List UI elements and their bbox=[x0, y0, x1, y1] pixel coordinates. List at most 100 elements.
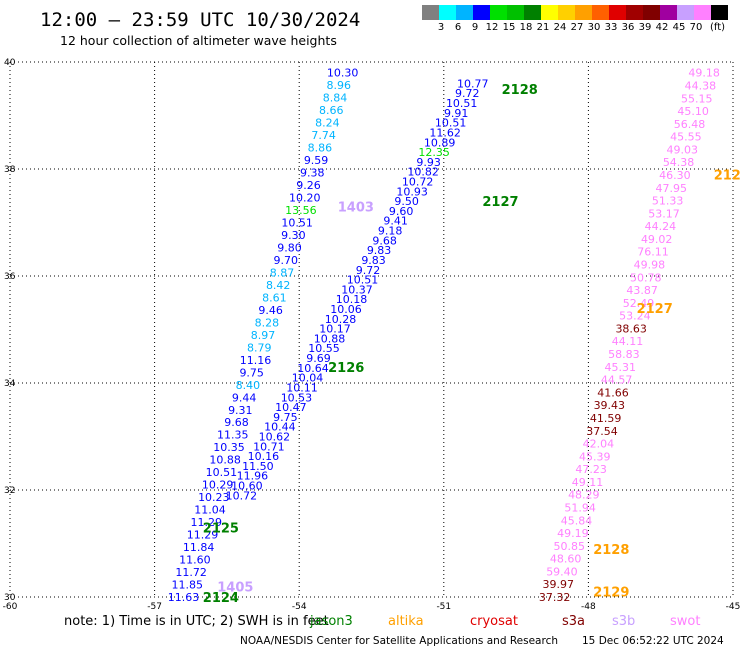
wave-height-point: 51.33 bbox=[652, 195, 684, 208]
wave-height-point: 10.88 bbox=[209, 454, 241, 467]
legend-label: 12 bbox=[486, 22, 499, 33]
legend-swatch bbox=[677, 5, 694, 20]
legend-label: 6 bbox=[455, 22, 461, 33]
wave-height-point: 10.17 bbox=[319, 323, 351, 336]
wave-height-point: 46.30 bbox=[659, 169, 691, 182]
wave-height-point: 11.96 bbox=[237, 470, 269, 483]
legend-label: 9 bbox=[472, 22, 478, 33]
legend-swatch bbox=[524, 5, 541, 20]
wave-height-point: 10.64 bbox=[297, 362, 329, 375]
track-label: 2126 bbox=[328, 361, 364, 376]
legend-swatch bbox=[456, 5, 473, 20]
x-tick-label: -45 bbox=[726, 602, 740, 612]
wave-height-point: 37.32 bbox=[539, 591, 571, 604]
legend-swatch bbox=[575, 5, 592, 20]
wave-height-point: 10.51 bbox=[347, 274, 379, 287]
satellite-label: s3b bbox=[612, 614, 635, 629]
wave-height-point: 49.11 bbox=[572, 476, 604, 489]
legend-swatch bbox=[541, 5, 558, 20]
satellite-label: swot bbox=[670, 614, 700, 629]
wave-height-point: 48.29 bbox=[568, 489, 600, 502]
satellite-label: cryosat bbox=[470, 614, 518, 629]
y-tick-label: 38 bbox=[4, 165, 16, 175]
wave-height-point: 11.63 bbox=[168, 591, 200, 604]
wave-height-point: 42.04 bbox=[583, 438, 615, 451]
wave-height-point: 9.44 bbox=[232, 391, 257, 404]
wave-height-point: 43.87 bbox=[626, 284, 658, 297]
wave-height-point: 9.38 bbox=[300, 167, 325, 180]
wave-height-point: 9.69 bbox=[306, 352, 331, 365]
wave-height-point: 10.60 bbox=[231, 480, 263, 493]
satellite-label: altika bbox=[388, 614, 424, 629]
wave-height-point: 10.71 bbox=[253, 440, 285, 453]
legend-swatch bbox=[626, 5, 643, 20]
wave-height-point: 8.24 bbox=[315, 117, 340, 130]
wave-height-point: 9.68 bbox=[372, 234, 397, 247]
wave-height-point: 10.82 bbox=[407, 166, 439, 179]
wave-height-point: 53.24 bbox=[619, 310, 651, 323]
y-tick-label: 30 bbox=[4, 593, 16, 603]
wave-height-point: 50.78 bbox=[630, 271, 662, 284]
track-label: 2128 bbox=[593, 543, 629, 558]
wave-height-point: 45.31 bbox=[605, 361, 637, 374]
x-tick-label: -48 bbox=[581, 602, 596, 612]
wave-height-point: 11.62 bbox=[429, 126, 461, 139]
track-label: 2127 bbox=[482, 195, 518, 210]
wave-height-point: 55.15 bbox=[681, 92, 713, 105]
wave-height-point: 49.02 bbox=[641, 233, 673, 246]
wave-height-point: 76.11 bbox=[637, 246, 669, 259]
y-tick-label: 34 bbox=[4, 379, 16, 389]
wave-height-point: 8.66 bbox=[319, 104, 344, 117]
wave-height-point: 9.18 bbox=[378, 225, 403, 238]
wave-height-point: 52.49 bbox=[623, 297, 655, 310]
wave-height-point: 37.54 bbox=[586, 425, 618, 438]
wave-height-point: 39.97 bbox=[543, 578, 575, 591]
legend-swatch bbox=[422, 5, 439, 20]
track-label: 2128 bbox=[502, 83, 538, 98]
chart-subtitle: 12 hour collection of altimeter wave hei… bbox=[60, 33, 337, 48]
wave-height-point: 45.84 bbox=[561, 514, 593, 527]
satellite-label: s3a bbox=[562, 614, 585, 629]
wave-height-point: 11.16 bbox=[240, 354, 272, 367]
wave-height-point: 9.83 bbox=[361, 254, 386, 267]
track-label: 1405 bbox=[217, 580, 253, 595]
wave-height-point: 9.70 bbox=[274, 254, 299, 267]
wave-height-point: 11.84 bbox=[183, 541, 215, 554]
wave-height-point: 54.38 bbox=[663, 156, 695, 169]
wave-height-point: 48.60 bbox=[550, 553, 582, 566]
wave-height-point: 11.35 bbox=[217, 429, 249, 442]
wave-height-point: 9.72 bbox=[356, 264, 381, 277]
wave-height-point: 51.94 bbox=[564, 501, 596, 514]
wave-height-point: 39.43 bbox=[594, 399, 626, 412]
satellite-label: jason3 bbox=[309, 614, 353, 629]
wave-height-point: 10.28 bbox=[325, 313, 357, 326]
wave-height-point: 10.72 bbox=[402, 175, 434, 188]
wave-height-point: 10.37 bbox=[341, 283, 373, 296]
legend-label: 15 bbox=[503, 22, 516, 33]
wave-height-point: 41.59 bbox=[590, 412, 622, 425]
wave-height-point: 10.35 bbox=[213, 441, 245, 454]
legend-label: 36 bbox=[622, 22, 635, 33]
wave-height-point: 49.19 bbox=[557, 527, 589, 540]
wave-height-point: 11.29 bbox=[187, 529, 219, 542]
wave-height-point: 9.83 bbox=[367, 244, 392, 257]
wave-height-point: 10.18 bbox=[336, 293, 368, 306]
track-label: 2126 bbox=[714, 168, 740, 183]
wave-height-point: 44.11 bbox=[612, 335, 644, 348]
wave-height-point: 8.40 bbox=[236, 379, 261, 392]
legend-label: 39 bbox=[639, 22, 652, 33]
y-tick-label: 32 bbox=[4, 486, 15, 496]
wave-height-point: 44.38 bbox=[685, 79, 717, 92]
legend-label: 24 bbox=[554, 22, 567, 33]
legend-label: 42 bbox=[656, 22, 669, 33]
legend-swatch bbox=[507, 5, 524, 20]
wave-height-point: 58.83 bbox=[608, 348, 640, 361]
footer-credit: NOAA/NESDIS Center for Satellite Applica… bbox=[240, 635, 558, 647]
wave-height-point: 9.68 bbox=[224, 416, 249, 429]
wave-height-point: 49.98 bbox=[634, 259, 666, 272]
legend-label: 18 bbox=[520, 22, 533, 33]
wave-height-point: 10.51 bbox=[435, 117, 467, 130]
wave-height-point: 9.75 bbox=[273, 411, 298, 424]
wave-height-point: 10.11 bbox=[286, 381, 318, 394]
